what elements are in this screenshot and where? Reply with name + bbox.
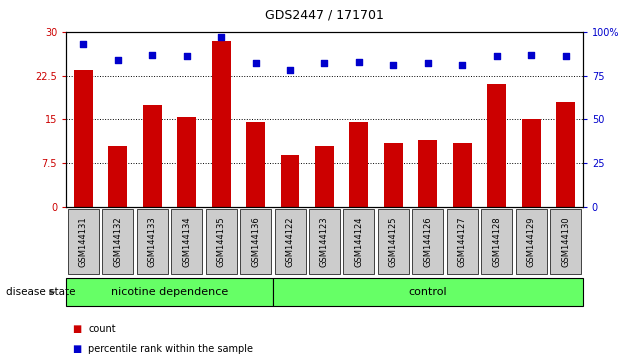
Bar [68, 209, 99, 274]
Point [113, 57, 123, 63]
Bar [487, 85, 506, 207]
Point [491, 53, 501, 59]
Bar [378, 209, 409, 274]
Text: nicotine dependence: nicotine dependence [111, 287, 228, 297]
Bar [108, 146, 127, 207]
Text: GSM144125: GSM144125 [389, 216, 398, 267]
Text: GSM144122: GSM144122 [285, 216, 294, 267]
Bar [453, 143, 472, 207]
Bar [275, 209, 306, 274]
Point [423, 61, 433, 66]
Bar [212, 41, 231, 207]
Text: control: control [408, 287, 447, 297]
Bar [522, 120, 541, 207]
Bar [205, 209, 237, 274]
Bar [481, 209, 512, 274]
Bar [384, 143, 403, 207]
Bar [556, 102, 575, 207]
Bar [177, 116, 196, 207]
Point [251, 61, 261, 66]
Bar [273, 278, 583, 307]
Bar [143, 105, 162, 207]
Bar [280, 154, 299, 207]
Point [319, 61, 329, 66]
Text: GSM144133: GSM144133 [148, 216, 157, 267]
Bar [447, 209, 478, 274]
Point [181, 53, 192, 59]
Bar [240, 209, 271, 274]
Text: GSM144123: GSM144123 [320, 216, 329, 267]
Point [78, 41, 88, 47]
Point [561, 53, 571, 59]
Text: GSM144124: GSM144124 [355, 216, 364, 267]
Text: GSM144135: GSM144135 [217, 216, 226, 267]
Bar [74, 70, 93, 207]
Text: GSM144134: GSM144134 [182, 216, 191, 267]
Text: GSM144131: GSM144131 [79, 216, 88, 267]
Text: GSM144136: GSM144136 [251, 216, 260, 267]
Bar [66, 278, 273, 307]
Point [354, 59, 364, 64]
Text: GSM144127: GSM144127 [458, 216, 467, 267]
Bar [171, 209, 202, 274]
Text: count: count [88, 324, 116, 334]
Text: GSM144126: GSM144126 [423, 216, 432, 267]
Point [285, 68, 295, 73]
Bar [550, 209, 581, 274]
Text: ■: ■ [72, 324, 82, 334]
Bar [343, 209, 374, 274]
Point [388, 62, 398, 68]
Text: GSM144129: GSM144129 [527, 216, 536, 267]
Bar [246, 122, 265, 207]
Point [147, 52, 158, 57]
Point [457, 62, 467, 68]
Text: GDS2447 / 171701: GDS2447 / 171701 [265, 9, 384, 22]
Bar [350, 122, 369, 207]
Bar [515, 209, 547, 274]
Text: ■: ■ [72, 344, 82, 354]
Text: GSM144128: GSM144128 [492, 216, 501, 267]
Bar [309, 209, 340, 274]
Text: GSM144132: GSM144132 [113, 216, 122, 267]
Text: GSM144130: GSM144130 [561, 216, 570, 267]
Bar [315, 146, 334, 207]
Point [216, 34, 226, 40]
Text: disease state: disease state [6, 287, 76, 297]
Bar [412, 209, 444, 274]
Bar [137, 209, 168, 274]
Bar [418, 140, 437, 207]
Point [526, 52, 536, 57]
Bar [102, 209, 134, 274]
Text: percentile rank within the sample: percentile rank within the sample [88, 344, 253, 354]
